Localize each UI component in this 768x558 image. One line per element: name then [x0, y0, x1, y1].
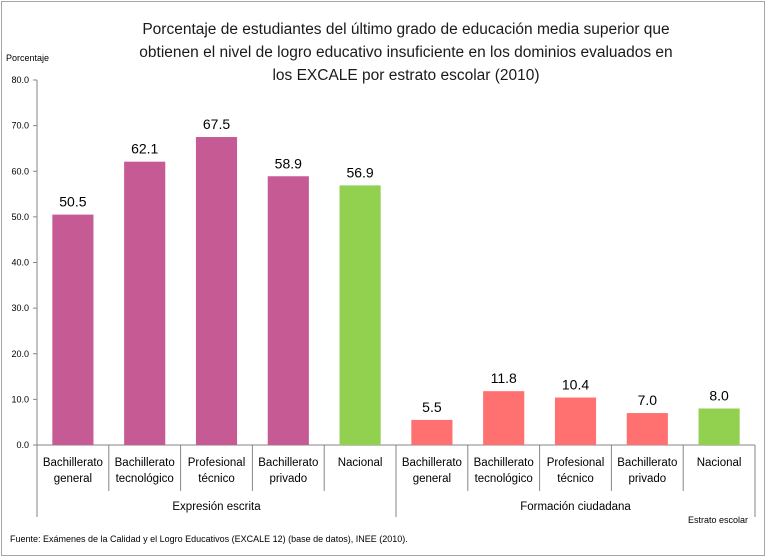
data-label: 62.1	[131, 141, 158, 157]
chart-title: Porcentaje de estudiantes del último gra…	[139, 21, 672, 84]
y-tick-label: 70.0	[11, 121, 29, 131]
x-tick-label: Bachillerato	[474, 457, 534, 469]
x-tick-label: Profesional	[188, 457, 246, 469]
chart-title-line-3: los EXCALE por estrato escolar (2010)	[272, 67, 539, 84]
y-tick-label: 10.0	[11, 394, 29, 404]
bar	[554, 397, 597, 445]
x-group-label: Formación ciudadana	[520, 501, 631, 513]
x-axis-label: Estrato escolar	[688, 515, 748, 525]
x-tick-label: tecnológico	[475, 473, 533, 485]
bar	[339, 185, 381, 446]
bar	[195, 137, 238, 445]
bar	[124, 161, 166, 445]
x-tick-label: Bachillerato	[43, 457, 103, 469]
x-tick-label: tecnológico	[116, 473, 174, 485]
data-label: 5.5	[422, 399, 442, 415]
data-label: 8.0	[709, 388, 729, 404]
bar	[52, 214, 94, 445]
x-group-label: Expresión escrita	[172, 501, 261, 513]
x-tick-label: Nacional	[338, 457, 383, 469]
x-tick-label: privado	[628, 473, 666, 485]
x-tick-label: Bachillerato	[402, 457, 462, 469]
bar	[483, 391, 525, 445]
data-label: 67.5	[203, 116, 230, 132]
x-tick-label: Bachillerato	[617, 457, 677, 469]
chart-title-line-2: obtienen el nivel de logro educativo ins…	[139, 44, 672, 61]
data-label: 7.0	[638, 392, 658, 408]
y-tick-label: 30.0	[11, 303, 29, 313]
x-tick-label: Bachillerato	[258, 457, 318, 469]
bar	[411, 419, 453, 445]
plot-area: 0.0 10.0 20.0 30.0 40.0 50.0 60.0 70.0 80.0 50.5 B…	[11, 75, 756, 517]
bar	[698, 408, 740, 445]
y-tick-label: 0.0	[16, 440, 29, 450]
bar	[626, 413, 668, 445]
x-tick-label: técnico	[557, 473, 593, 485]
x-tick-label: Profesional	[547, 457, 605, 469]
x-tick-label: Bachillerato	[115, 457, 175, 469]
x-tick-label: privado	[269, 473, 307, 485]
x-tick-label: técnico	[198, 473, 234, 485]
chart-title-line-1: Porcentaje de estudiantes del último gra…	[142, 21, 669, 38]
y-tick-label: 60.0	[11, 166, 29, 176]
source-note: Fuente: Exámenes de la Calidad y el Logr…	[10, 534, 408, 544]
y-tick-label: 50.0	[11, 212, 29, 222]
x-tick-label: general	[413, 473, 451, 485]
y-axis-label: Porcentaje	[6, 53, 49, 63]
data-label: 50.5	[59, 194, 86, 210]
bar	[267, 176, 309, 446]
x-tick-label: general	[54, 473, 92, 485]
x-tick-label: Nacional	[697, 457, 742, 469]
y-tick-label: 40.0	[11, 258, 29, 268]
data-label: 56.9	[346, 164, 373, 180]
y-tick-label: 80.0	[11, 75, 29, 85]
data-label: 10.4	[562, 377, 589, 393]
data-label: 58.9	[275, 155, 302, 171]
y-tick-label: 20.0	[11, 349, 29, 359]
data-label: 11.8	[491, 370, 517, 386]
